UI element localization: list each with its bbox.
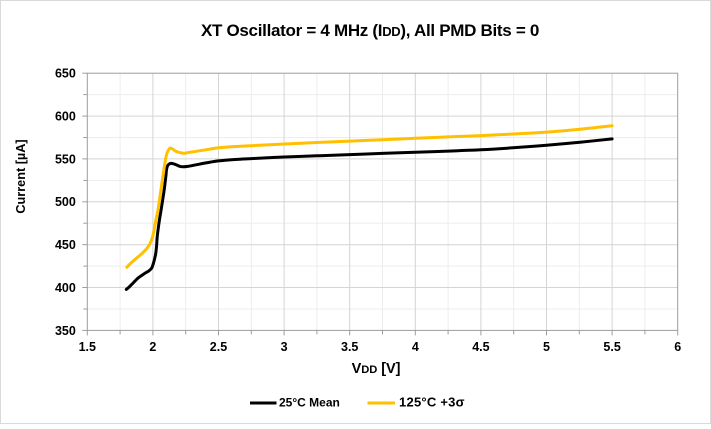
svg-text:3.5: 3.5: [341, 340, 358, 354]
svg-text:650: 650: [55, 67, 76, 81]
svg-text:Current [µA]: Current [µA]: [14, 139, 28, 213]
svg-text:600: 600: [55, 110, 76, 124]
svg-text:5.5: 5.5: [603, 340, 620, 354]
svg-text:3: 3: [281, 340, 288, 354]
svg-text:125°C +3σ: 125°C +3σ: [399, 395, 465, 410]
svg-text:4.5: 4.5: [472, 340, 489, 354]
svg-text:25°C Mean: 25°C Mean: [279, 396, 340, 410]
svg-text:1.5: 1.5: [79, 340, 96, 354]
svg-text:5: 5: [543, 340, 550, 354]
svg-text:350: 350: [55, 324, 76, 338]
svg-text:450: 450: [55, 238, 76, 252]
svg-text:550: 550: [55, 152, 76, 166]
svg-text:VDD [V]: VDD [V]: [352, 361, 401, 377]
svg-text:XT Oscillator = 4 MHz (IDD), A: XT Oscillator = 4 MHz (IDD), All PMD Bit…: [201, 21, 539, 40]
svg-text:2.5: 2.5: [210, 340, 227, 354]
svg-text:2: 2: [149, 340, 156, 354]
svg-text:6: 6: [674, 340, 681, 354]
svg-text:500: 500: [55, 195, 76, 209]
svg-text:4: 4: [412, 340, 419, 354]
svg-text:400: 400: [55, 281, 76, 295]
